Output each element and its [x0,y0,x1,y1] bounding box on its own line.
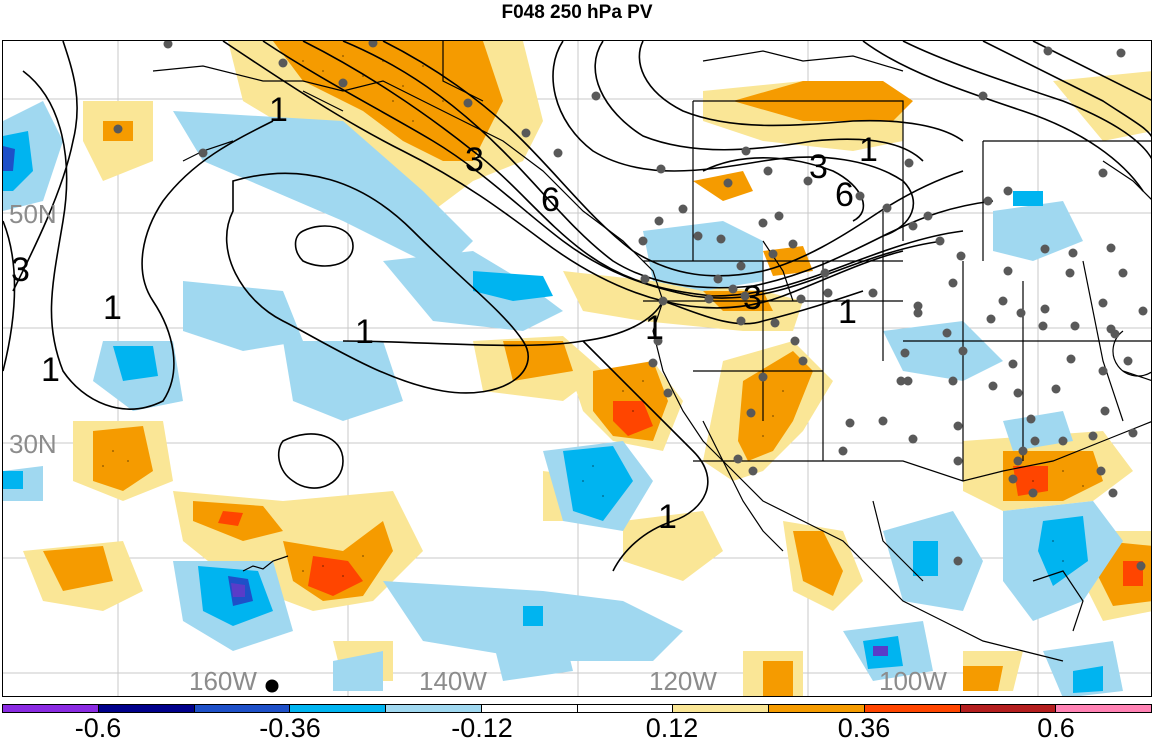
lat-label-30n: 30N [9,429,57,459]
lon-label-140w: 140W [419,666,487,696]
positive-pv-high [218,401,1143,596]
map-panel: 1 1 1 1 1 1 1 1 3 3 3 3 6 6 50N 30N 160W… [2,40,1152,697]
colorbar-tick-label: 0.12 [645,713,699,743]
colorbar [2,704,1152,713]
colorbar-swatch [386,705,482,712]
contour-labels: 1 1 1 1 1 1 1 1 3 3 3 3 6 6 [11,91,878,536]
lon-label-120w: 120W [649,666,717,696]
contour-label: 1 [41,351,60,389]
colorbar-tick-label: -0.12 [451,713,513,743]
colorbar-tick-label: 0.36 [837,713,891,743]
contour-label: 3 [465,141,484,179]
contour-label: 1 [355,313,374,351]
lon-label-100w: 100W [879,666,947,696]
colorbar-tick-label: -0.36 [259,713,321,743]
map-title: F048 250 hPa PV [501,2,653,23]
pv-contours [3,41,1151,572]
colorbar-swatch [481,705,578,712]
station-dots [113,41,1148,571]
black-marker-dot [265,679,279,693]
colorbar-swatch [3,705,99,712]
contour-label: 1 [269,91,288,129]
contour-label: 3 [11,251,30,289]
contour-label: 3 [809,148,828,186]
colorbar-swatch [673,705,769,712]
colorbar-tick-label: -0.6 [74,713,122,743]
colorbar-swatch [98,705,195,712]
colorbar-swatch [1056,705,1151,712]
colorbar-swatch [194,705,291,712]
positive-pv-medium [3,41,1151,696]
colorbar-tick-label: 0.6 [1037,713,1075,743]
contour-label: 3 [743,279,762,317]
lat-label-50n: 50N [9,199,57,229]
negative-pv-medium [3,131,1103,693]
contour-label: 1 [658,498,677,536]
contour-label: 6 [835,176,854,214]
colorbar-swatch [769,705,865,712]
colorbar-swatch [290,705,386,712]
stipple-dots [102,55,1084,577]
colorbar-swatch [577,705,674,712]
colorbar-swatch [864,705,961,712]
contour-label: 1 [838,293,857,331]
contour-label: 1 [859,131,878,169]
negative-pv-extreme [231,583,888,656]
colorbar-swatch [960,705,1057,712]
contour-label: 1 [103,289,122,327]
contour-label: 6 [541,181,560,219]
contour-label: 1 [645,309,664,347]
pv-map-svg: 1 1 1 1 1 1 1 1 3 3 3 3 6 6 [3,41,1151,696]
lon-label-160w: 160W [189,666,257,696]
